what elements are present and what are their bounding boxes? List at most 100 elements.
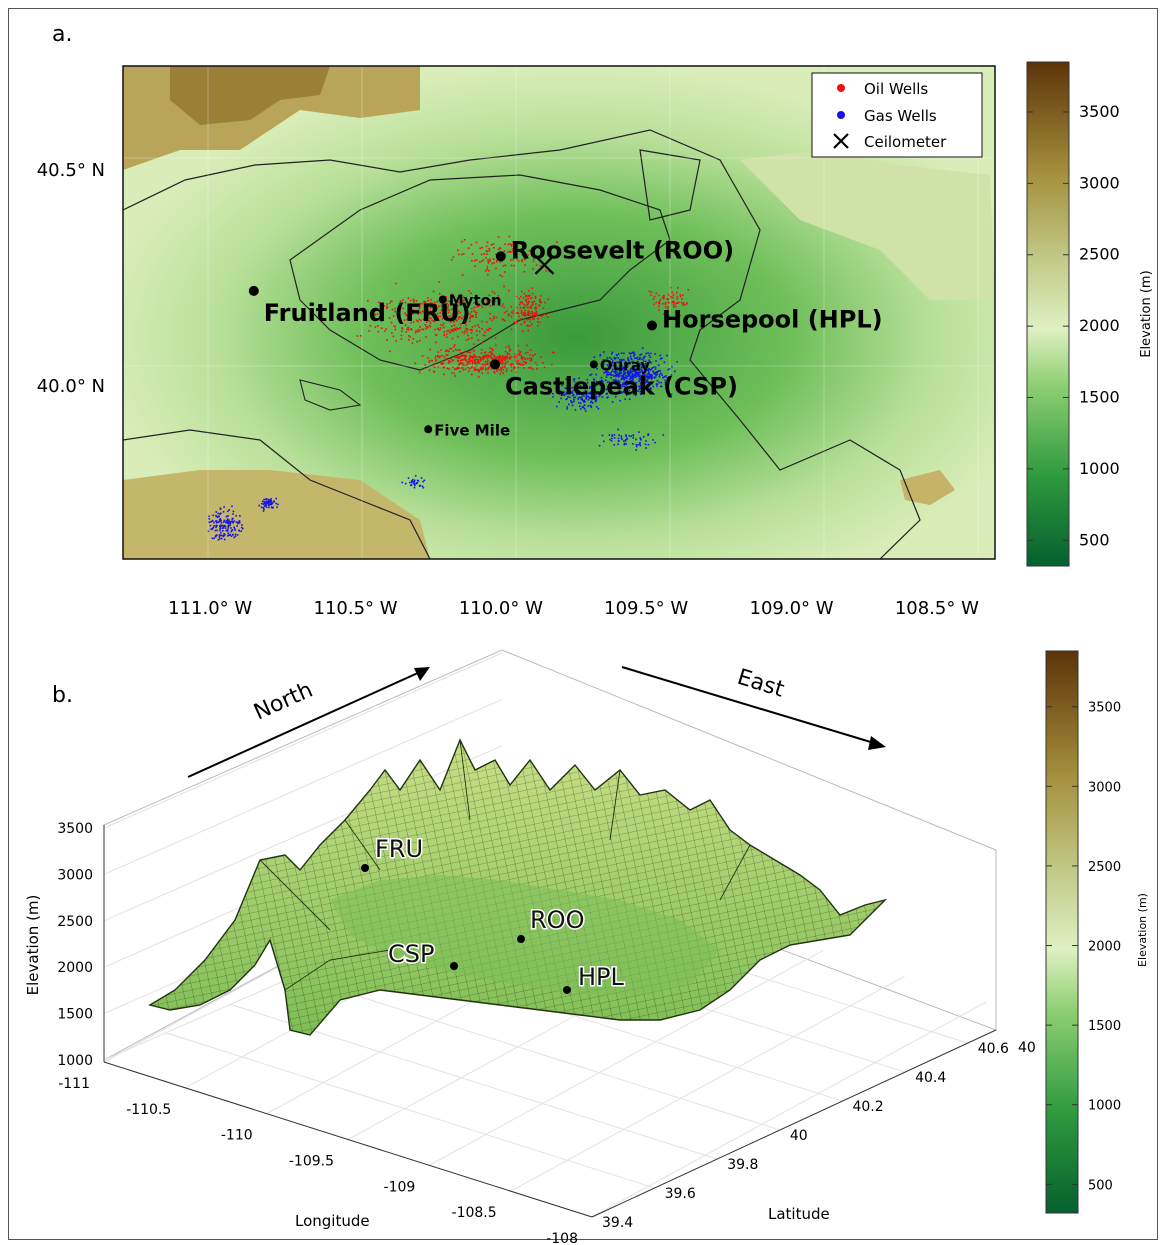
gas-well-point [577, 386, 579, 389]
gas-well-point [605, 388, 608, 391]
gas-well-point [211, 527, 214, 530]
colorbar-b-gradient [1045, 650, 1079, 1214]
oil-well-point [390, 300, 393, 302]
oil-well-point [479, 358, 482, 361]
oil-well-point [518, 297, 521, 300]
oil-well-point [459, 359, 462, 362]
oil-well-point [519, 351, 522, 353]
oil-well-point [662, 296, 665, 299]
oil-well-point [484, 367, 487, 370]
oil-well-point [491, 290, 494, 293]
gas-well-point [227, 515, 229, 517]
oil-well-point [529, 307, 532, 309]
oil-well-point [472, 357, 474, 359]
gas-well-point [578, 386, 581, 389]
oil-well-point [530, 312, 532, 315]
gas-well-point [608, 384, 611, 386]
gas-well-point [621, 385, 624, 388]
gas-well-point [625, 377, 628, 380]
oil-well-point [536, 314, 538, 316]
gas-well-point [623, 372, 625, 375]
gas-well-point [663, 375, 666, 378]
oil-well-point [529, 366, 532, 369]
longitude-tick-label: -110.5 [126, 1102, 171, 1118]
gas-well-point [619, 358, 621, 361]
oil-well-point [682, 301, 685, 304]
oil-well-point [424, 311, 426, 314]
gas-well-point [608, 373, 611, 375]
oil-well-point [473, 310, 475, 312]
x-tick-label: 108.5° W [895, 598, 979, 619]
gas-well-point [593, 356, 596, 358]
gas-well-point [213, 537, 216, 540]
gas-well-point [230, 530, 233, 533]
colorbar-tick-label: 1500 [1088, 1019, 1121, 1034]
gas-well-point [626, 381, 629, 383]
gas-well-point [626, 371, 629, 374]
gas-well-point [590, 401, 592, 404]
gas-well-point [258, 504, 260, 507]
gas-well-point [624, 440, 627, 442]
gas-well-point [607, 371, 610, 374]
gas-well-point [226, 519, 229, 522]
oil-well-point [459, 316, 461, 318]
oil-well-point [508, 349, 511, 352]
gas-well-point [226, 529, 229, 531]
oil-well-point [367, 299, 369, 302]
oil-well-point [505, 362, 507, 364]
oil-well-point [469, 356, 471, 358]
gas-well-point [660, 381, 662, 384]
gas-well-point [561, 384, 563, 387]
gas-well-point [638, 363, 640, 366]
oil-well-point [477, 324, 479, 326]
longitude-axis-label: Longitude [295, 1212, 370, 1230]
oil-well-point [410, 310, 413, 313]
gas-well-point [642, 364, 644, 366]
oil-well-point [652, 298, 655, 300]
oil-well-point [457, 360, 460, 362]
oil-well-point [461, 353, 463, 356]
gas-well-point [623, 440, 625, 442]
gas-well-point [647, 375, 649, 378]
colorbar-tick-label: 1000 [1079, 459, 1120, 478]
gas-well-point [631, 374, 634, 376]
gas-well-point [590, 391, 592, 393]
gas-well-point [622, 382, 624, 385]
gas-well-point [654, 376, 657, 378]
gas-well-point [596, 391, 599, 393]
oil-well-point [450, 303, 452, 305]
oil-well-point [488, 249, 491, 252]
oil-well-point [449, 361, 451, 363]
gas-well-point [594, 385, 596, 387]
gas-well-point [595, 373, 597, 376]
oil-well-point [418, 371, 421, 374]
oil-well-point [413, 301, 415, 303]
z-gridline [103, 745, 503, 922]
oil-well-point [432, 290, 435, 293]
gas-well-point [235, 521, 238, 523]
contour-west [299, 379, 362, 411]
gas-well-point [228, 521, 230, 523]
oil-well-point [456, 366, 459, 369]
gas-well-point [607, 374, 610, 376]
gas-well-point [639, 375, 642, 377]
oil-well-point [513, 321, 516, 324]
oil-well-point [461, 359, 464, 361]
oil-well-point [398, 318, 401, 321]
oil-well-point [477, 360, 479, 363]
gas-well-point [634, 371, 637, 374]
oil-well-point [453, 324, 456, 327]
oil-well-point [440, 323, 442, 326]
oil-well-point [531, 314, 534, 317]
oil-well-point [463, 332, 466, 335]
gas-well-point [624, 376, 627, 379]
oil-well-point [462, 364, 464, 366]
oil-well-point [494, 300, 497, 303]
gas-well-point [605, 393, 608, 395]
oil-well-point [455, 327, 458, 329]
gas-well-point [265, 503, 267, 506]
oil-well-point [423, 367, 426, 369]
oil-well-point [517, 344, 520, 347]
gas-well-point [623, 352, 625, 355]
gas-well-point [240, 526, 243, 529]
